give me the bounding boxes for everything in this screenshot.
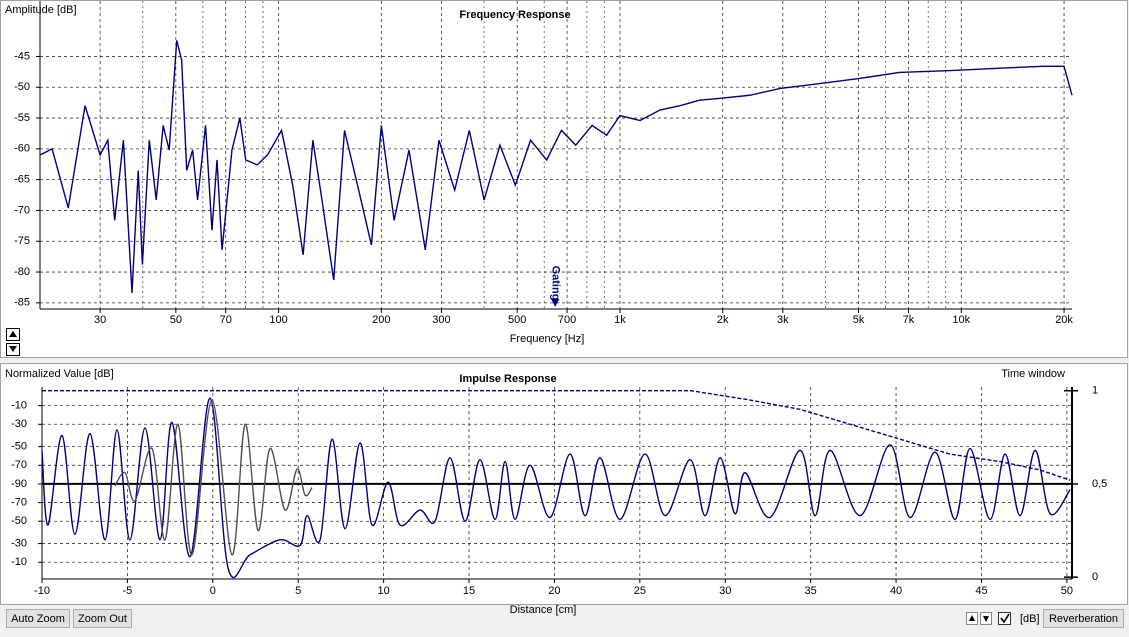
y-tick-label: -50 (11, 515, 27, 527)
x-tick-label: 50 (170, 314, 182, 326)
y-tick-label: -75 (14, 235, 30, 247)
x-tick-label: 20 (548, 585, 560, 597)
auto-zoom-button[interactable]: Auto Zoom (6, 609, 70, 628)
y-tick-label: -85 (14, 297, 30, 309)
x-axis-label: Frequency [Hz] (510, 333, 585, 345)
x-tick-label: 15 (463, 585, 475, 597)
y-tick-label: -60 (14, 143, 30, 155)
y-tick-label: -50 (11, 441, 27, 453)
x-tick-label: 0 (210, 585, 216, 597)
y2-axis-label: Time window (1001, 368, 1065, 380)
y-tick-label: -80 (14, 266, 30, 278)
series-line (41, 397, 1071, 578)
x-tick-label: -5 (123, 585, 133, 597)
reverberation-button[interactable]: Reverberation (1043, 609, 1124, 628)
x-tick-label: 30 (719, 585, 731, 597)
x-tick-label: 1k (614, 314, 626, 326)
series-line (114, 399, 313, 556)
y-tick-label: -45 (14, 50, 30, 62)
x-tick-label: 700 (558, 314, 576, 326)
y-axis-label: Amplitude [dB] (5, 4, 77, 16)
x-tick-label: 30 (94, 314, 106, 326)
x-tick-label: 7k (903, 314, 915, 326)
x-axis-label: Distance [cm] (510, 604, 577, 616)
x-tick-label: 25 (634, 585, 646, 597)
y-tick-label: -55 (14, 112, 30, 124)
check-mark (1000, 613, 1010, 624)
x-tick-label: 5 (295, 585, 301, 597)
x-tick-label: 45 (975, 585, 987, 597)
annotation: Gating (549, 266, 561, 301)
chart-title: Frequency Response (459, 9, 570, 21)
x-tick-label: 3k (777, 314, 789, 326)
y-tick-label: -90 (11, 478, 27, 490)
x-tick-label: 2k (717, 314, 729, 326)
y-tick-label: -70 (14, 204, 30, 216)
x-tick-label: 300 (432, 314, 450, 326)
zoom-out-button[interactable]: Zoom Out (73, 609, 132, 628)
y2-tick-label: 1 (1092, 385, 1098, 397)
x-tick-label: 100 (269, 314, 287, 326)
x-tick-label: 20k (1055, 314, 1073, 326)
up-arrow (9, 331, 17, 337)
y-axis-label: Normalized Value [dB] (5, 368, 114, 380)
y-tick-label: -30 (11, 537, 27, 549)
x-tick-label: 5k (853, 314, 865, 326)
db-label: [dB] (1020, 613, 1040, 625)
x-tick-label: -10 (34, 585, 50, 597)
x-tick-label: 40 (890, 585, 902, 597)
series-line (42, 390, 1071, 481)
x-tick-label: 500 (508, 314, 526, 326)
y-tick-label: -10 (11, 400, 27, 412)
x-tick-label: 50 (1061, 585, 1073, 597)
y-tick-label: -10 (11, 556, 27, 568)
up-arrow (969, 615, 975, 621)
y-tick-label: -70 (11, 496, 27, 508)
nav-buttons[interactable]: [dB] (966, 612, 1040, 625)
series-line (39, 40, 1073, 294)
x-tick-label: 35 (805, 585, 817, 597)
down-arrow (983, 616, 989, 622)
scroll-buttons[interactable] (6, 328, 20, 356)
x-tick-label: 10 (378, 585, 390, 597)
x-tick-label: 200 (372, 314, 390, 326)
y-tick-label: -50 (14, 81, 30, 93)
y2-tick-label: 0 (1092, 571, 1098, 583)
y-tick-label: -70 (11, 459, 27, 471)
annotation-marker (551, 299, 560, 307)
chart-title: Impulse Response (459, 373, 556, 385)
x-tick-label: 10k (952, 314, 970, 326)
top-panel (0, 0, 1128, 358)
y-tick-label: -65 (14, 174, 30, 186)
y-tick-label: -30 (11, 418, 27, 430)
y2-tick-label: 0,5 (1092, 478, 1107, 490)
x-tick-label: 70 (220, 314, 232, 326)
down-arrow (9, 346, 17, 352)
